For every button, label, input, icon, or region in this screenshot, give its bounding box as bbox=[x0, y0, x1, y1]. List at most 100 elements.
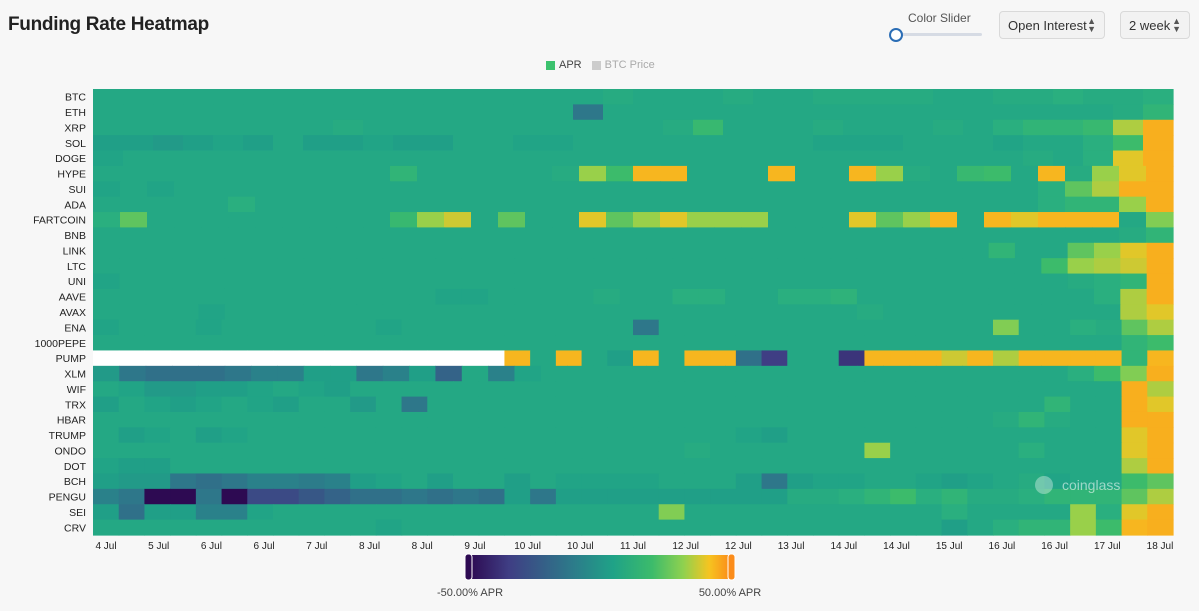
heatmap-cell[interactable] bbox=[1092, 212, 1120, 229]
heatmap-cell[interactable] bbox=[336, 227, 364, 244]
heatmap-cell[interactable] bbox=[147, 181, 175, 198]
heatmap-cell[interactable] bbox=[417, 181, 445, 198]
heatmap-cell[interactable] bbox=[350, 442, 377, 459]
heatmap-cell[interactable] bbox=[693, 119, 724, 136]
heatmap-cell[interactable] bbox=[153, 119, 184, 136]
heatmap-cell[interactable] bbox=[213, 104, 244, 121]
heatmap-cell[interactable] bbox=[761, 427, 788, 444]
heatmap-cell[interactable] bbox=[751, 304, 779, 321]
heatmap-cell[interactable] bbox=[224, 365, 252, 382]
heatmap-cell[interactable] bbox=[144, 442, 171, 459]
heatmap-cell[interactable] bbox=[1067, 365, 1095, 382]
heatmap-cell[interactable] bbox=[303, 150, 334, 167]
heatmap-cell[interactable] bbox=[777, 288, 805, 305]
heatmap-cell[interactable] bbox=[273, 335, 300, 352]
heatmap-cell[interactable] bbox=[1067, 288, 1095, 305]
heatmap-cell[interactable] bbox=[1119, 227, 1147, 244]
heatmap-cell[interactable] bbox=[1044, 350, 1071, 367]
heatmap-cell[interactable] bbox=[478, 427, 506, 444]
heatmap-cell[interactable] bbox=[298, 335, 326, 352]
heatmap-cell[interactable] bbox=[1121, 381, 1148, 398]
heatmap-cell[interactable] bbox=[363, 104, 394, 121]
heatmap-cell[interactable] bbox=[298, 473, 326, 490]
heatmap-cell[interactable] bbox=[1119, 181, 1147, 198]
heatmap-cell[interactable] bbox=[277, 304, 305, 321]
heatmap-cell[interactable] bbox=[962, 258, 990, 275]
heatmap-cell[interactable] bbox=[251, 288, 278, 305]
heatmap-cell[interactable] bbox=[147, 212, 175, 229]
heatmap-cell[interactable] bbox=[890, 473, 917, 490]
heatmap-cell[interactable] bbox=[957, 181, 985, 198]
heatmap-cell[interactable] bbox=[930, 227, 958, 244]
heatmap-cell[interactable] bbox=[1070, 427, 1097, 444]
heatmap-cell[interactable] bbox=[324, 411, 351, 428]
heatmap-cell[interactable] bbox=[144, 319, 171, 336]
heatmap-cell[interactable] bbox=[864, 411, 891, 428]
heatmap-cell[interactable] bbox=[633, 335, 660, 352]
heatmap-cell[interactable] bbox=[663, 89, 694, 105]
heatmap-cell[interactable] bbox=[530, 381, 557, 398]
heatmap-cell[interactable] bbox=[471, 212, 499, 229]
heatmap-cell[interactable] bbox=[170, 335, 197, 352]
heatmap-cell[interactable] bbox=[444, 212, 472, 229]
heatmap-cell[interactable] bbox=[856, 242, 884, 259]
heatmap-cell[interactable] bbox=[1023, 150, 1054, 167]
heatmap-cell[interactable] bbox=[962, 304, 990, 321]
heatmap-cell[interactable] bbox=[573, 135, 604, 152]
heatmap-cell[interactable] bbox=[813, 335, 840, 352]
heatmap-cell[interactable] bbox=[890, 488, 917, 505]
heatmap-cell[interactable] bbox=[350, 458, 377, 475]
heatmap-cell[interactable] bbox=[461, 365, 489, 382]
heatmap-cell[interactable] bbox=[93, 242, 120, 259]
heatmap-cell[interactable] bbox=[1070, 442, 1097, 459]
color-slider-track[interactable] bbox=[894, 33, 982, 36]
heatmap-cell[interactable] bbox=[783, 104, 814, 121]
heatmap-cell[interactable] bbox=[273, 89, 304, 105]
heatmap-cell[interactable] bbox=[714, 227, 742, 244]
heatmap-cell[interactable] bbox=[1095, 381, 1123, 398]
heatmap-cell[interactable] bbox=[273, 488, 300, 505]
heatmap-cell[interactable] bbox=[195, 473, 223, 490]
heatmap-cell[interactable] bbox=[813, 381, 840, 398]
heatmap-cell[interactable] bbox=[514, 304, 542, 321]
heatmap-cell[interactable] bbox=[761, 519, 788, 536]
heatmap-cell[interactable] bbox=[1038, 165, 1066, 182]
heatmap-cell[interactable] bbox=[444, 181, 472, 198]
heatmap-cell[interactable] bbox=[930, 212, 958, 229]
heatmap-cell[interactable] bbox=[243, 119, 274, 136]
heatmap-cell[interactable] bbox=[423, 150, 454, 167]
heatmap-cell[interactable] bbox=[915, 381, 943, 398]
heatmap-cell[interactable] bbox=[603, 89, 634, 105]
heatmap-cell[interactable] bbox=[1065, 227, 1093, 244]
heatmap-cell[interactable] bbox=[488, 242, 516, 259]
heatmap-cell[interactable] bbox=[273, 519, 300, 536]
heatmap-cell[interactable] bbox=[567, 288, 595, 305]
heatmap-cell[interactable] bbox=[1092, 181, 1120, 198]
heatmap-cell[interactable] bbox=[514, 242, 542, 259]
heatmap-cell[interactable] bbox=[453, 135, 484, 152]
heatmap-cell[interactable] bbox=[303, 304, 331, 321]
heatmap-cell[interactable] bbox=[453, 504, 480, 521]
heatmap-cell[interactable] bbox=[330, 304, 358, 321]
heatmap-cell[interactable] bbox=[273, 350, 300, 367]
heatmap-cell[interactable] bbox=[658, 396, 686, 413]
heatmap-cell[interactable] bbox=[876, 212, 904, 229]
heatmap-cell[interactable] bbox=[581, 519, 608, 536]
heatmap-cell[interactable] bbox=[350, 427, 377, 444]
heatmap-cell[interactable] bbox=[930, 181, 958, 198]
heatmap-cell[interactable] bbox=[1065, 196, 1093, 213]
heatmap-cell[interactable] bbox=[633, 227, 661, 244]
heatmap-cell[interactable] bbox=[761, 335, 788, 352]
color-bar-min-handle[interactable] bbox=[464, 553, 473, 581]
heatmap-cell[interactable] bbox=[813, 104, 844, 121]
heatmap-cell[interactable] bbox=[1067, 304, 1095, 321]
heatmap-cell[interactable] bbox=[93, 181, 121, 198]
heatmap-cell[interactable] bbox=[453, 473, 480, 490]
heatmap-cell[interactable] bbox=[303, 365, 331, 382]
heatmap-cell[interactable] bbox=[890, 335, 917, 352]
heatmap-cell[interactable] bbox=[993, 504, 1020, 521]
heatmap-cell[interactable] bbox=[170, 350, 197, 367]
heatmap-cell[interactable] bbox=[298, 519, 326, 536]
heatmap-cell[interactable] bbox=[1070, 458, 1097, 475]
heatmap-cell[interactable] bbox=[967, 519, 994, 536]
